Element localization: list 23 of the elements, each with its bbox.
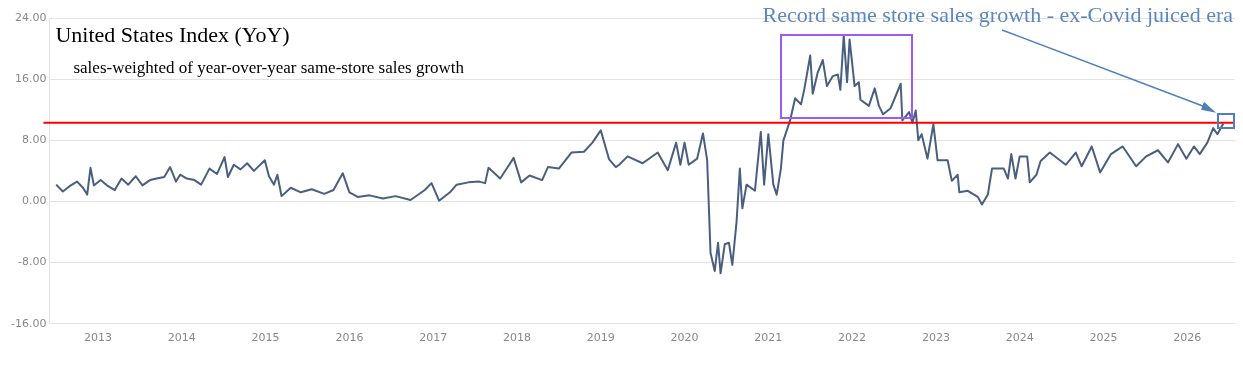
x-tick-label: 2013 xyxy=(84,331,113,345)
y-tick-label: 0.00 xyxy=(21,194,47,208)
x-tick-label: 2017 xyxy=(419,331,448,345)
x-tick-label: 2024 xyxy=(1005,331,1034,345)
x-tick-label: 2019 xyxy=(586,331,615,345)
x-tick-label: 2022 xyxy=(838,331,867,345)
x-tick-label: 2026 xyxy=(1173,331,1202,345)
y-tick-label: -16.00 xyxy=(10,316,47,330)
annotation: Record same store sales growth - ex-Covid juiced era xyxy=(762,2,1233,28)
x-tick-label: 2025 xyxy=(1089,331,1118,345)
chart-title: United States Index (YoY) xyxy=(55,22,290,48)
y-tick-label: 24.00 xyxy=(14,10,47,24)
x-tick-label: 2018 xyxy=(502,331,531,345)
x-tick-label: 2023 xyxy=(921,331,950,345)
text: sales-weighted of year-over-year same-store sales growth xyxy=(73,58,465,78)
x-tick-label: 2015 xyxy=(251,331,280,345)
y-tick-label: 16.00 xyxy=(14,72,47,86)
x-tick-label: 2021 xyxy=(754,331,783,345)
y-tick-label: 8.00 xyxy=(21,133,47,147)
x-tick-label: 2020 xyxy=(670,331,699,345)
y-tick-label: -8.00 xyxy=(17,255,47,269)
x-tick-label: 2016 xyxy=(335,331,364,345)
x-tick-label: 2014 xyxy=(167,331,196,345)
